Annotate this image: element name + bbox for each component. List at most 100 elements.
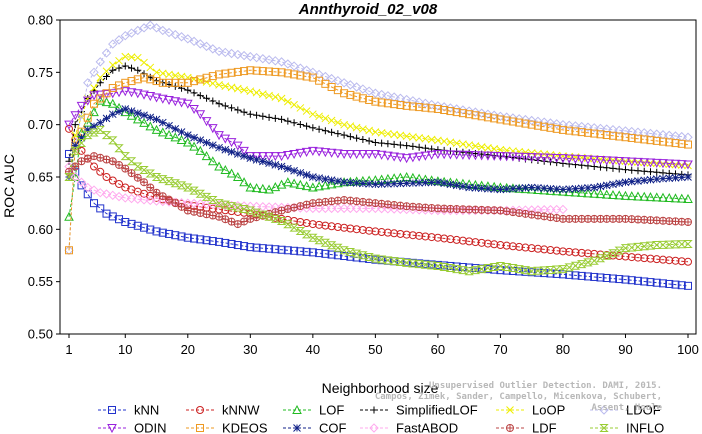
data-point-odin [595, 156, 606, 166]
citation-line-2: Campos, Zimek, Sander, Campello, Micenko… [374, 392, 662, 413]
data-point-kdeos [177, 78, 186, 87]
data-point-knnw [365, 226, 374, 235]
legend: kNN kNNW LOF SimplifiedLOF LoOP LDOF ODIN KDEOS… [98, 403, 664, 434]
data-point-inflo [270, 214, 281, 223]
data-point-ldf [277, 206, 286, 215]
data-point-lof [626, 191, 637, 201]
data-point-loop [165, 70, 173, 79]
data-point-inflo [508, 264, 518, 273]
data-point-knn [102, 209, 111, 218]
data-point-cof [440, 179, 449, 188]
data-point-inflo [320, 238, 331, 247]
data-point-inflo [145, 169, 155, 178]
data-point-knn [90, 199, 99, 208]
data-point-lof [683, 193, 693, 203]
data-point-odin [239, 146, 249, 156]
data-point-kdeos [158, 78, 167, 87]
data-point-fastabod [89, 185, 99, 195]
data-point-cof [502, 185, 511, 193]
data-point-inflo [101, 131, 112, 140]
data-point-knnw [571, 248, 580, 257]
data-point-ldof [370, 88, 381, 98]
data-point-simplifiedlof [71, 121, 79, 129]
data-point-simplifiedlof [403, 142, 411, 150]
data-point-lof [120, 107, 131, 117]
data-point-odin [295, 148, 306, 158]
data-point-ldof [395, 93, 406, 103]
data-point-ldof [620, 126, 631, 136]
data-point-inflo [89, 128, 99, 137]
data-point-simplifiedlof [246, 110, 254, 118]
data-point-fastabod [551, 204, 562, 215]
data-point-simplifiedlof [378, 139, 386, 147]
data-point-fastabod [333, 203, 343, 214]
data-point-cof [384, 180, 392, 188]
data-point-inflo [620, 244, 631, 253]
data-point-cof [165, 121, 173, 130]
data-point-cof [190, 133, 198, 142]
data-point-kdeos [633, 134, 642, 143]
data-point-cof [609, 180, 617, 189]
legend-marker-ldf [506, 424, 514, 432]
data-point-simplifiedlof [215, 100, 223, 108]
data-point-inflo [126, 157, 137, 166]
data-point-knn [246, 243, 255, 252]
data-point-lof [201, 151, 212, 161]
data-point-loop [434, 136, 442, 145]
data-point-odin [576, 155, 587, 165]
data-point-ldf [296, 202, 305, 211]
series-ldf [65, 152, 692, 229]
data-point-odin [408, 153, 418, 163]
data-point-odin [326, 148, 337, 158]
data-point-simplifiedlof [615, 165, 623, 173]
data-point-ldof [214, 46, 224, 57]
data-point-cof [352, 179, 361, 187]
chart-title: Annthyroid_02_v08 [298, 1, 438, 18]
data-point-knnw [684, 257, 692, 266]
data-point-kdeos [140, 73, 149, 82]
data-point-simplifiedlof [228, 104, 236, 112]
data-point-odin [120, 87, 131, 97]
data-point-inflo [670, 240, 681, 249]
data-point-kdeos [340, 89, 349, 98]
data-point-cof [415, 179, 423, 187]
data-point-loop [646, 159, 655, 167]
data-point-odin [658, 159, 668, 169]
data-point-cof [127, 107, 136, 115]
data-point-fastabod [195, 199, 206, 209]
data-point-cof [83, 126, 92, 134]
data-point-kdeos [221, 69, 230, 78]
data-point-simplifiedlof [203, 94, 211, 102]
data-point-loop [265, 91, 273, 100]
data-point-loop [271, 93, 280, 101]
legend-marker-kdeos [196, 424, 204, 432]
data-point-loop [659, 159, 667, 168]
data-point-inflo [251, 208, 262, 217]
data-point-loop [108, 61, 117, 69]
data-point-knn [608, 274, 617, 283]
x-axis-label: Neighborhood size [322, 380, 439, 396]
data-point-ldf [208, 211, 217, 220]
data-point-fastabod [308, 203, 318, 214]
data-point-odin [683, 160, 693, 170]
data-point-loop [346, 122, 355, 130]
data-point-inflo [264, 212, 274, 221]
data-point-lof [164, 129, 174, 139]
data-point-fastabod [145, 195, 155, 206]
data-point-lof [64, 211, 74, 221]
data-point-simplifiedlof [434, 146, 442, 154]
data-point-simplifiedlof [559, 159, 567, 167]
data-point-inflo [589, 256, 599, 265]
legend-item-simplifiedlof: SimplifiedLOF [360, 403, 478, 418]
data-point-inflo [570, 261, 581, 270]
data-point-cof [452, 181, 461, 190]
data-point-kdeos [421, 103, 430, 112]
data-point-knn [121, 218, 130, 227]
data-point-ldof [652, 129, 662, 139]
data-point-knnw [646, 254, 655, 263]
data-point-ldof [583, 122, 593, 132]
data-point-loop [415, 134, 423, 142]
data-point-inflo [164, 177, 174, 186]
data-point-kdeos [508, 117, 517, 126]
data-point-knn [665, 279, 674, 288]
